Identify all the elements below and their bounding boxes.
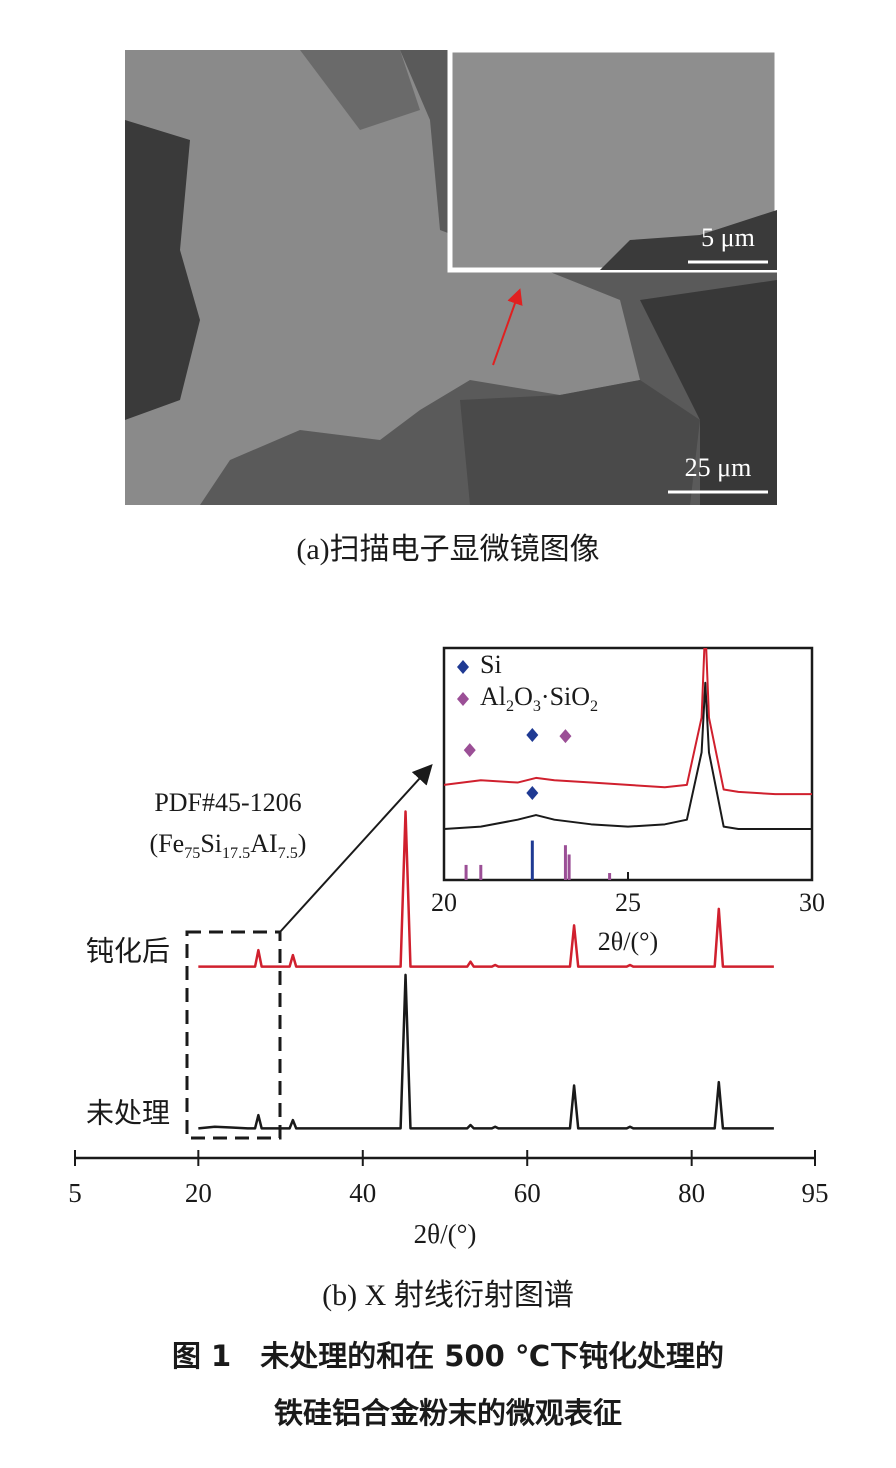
- formula: Si: [480, 650, 502, 679]
- formula: Al2O3·SiO2: [480, 682, 598, 715]
- formula-part: (Fe: [150, 829, 185, 858]
- formula: (Fe75Si17.5AI7.5): [150, 829, 307, 862]
- x-tick-label: 80: [678, 1178, 705, 1208]
- zoom-box: [185, 930, 282, 1140]
- series-label: 未处理: [86, 1096, 170, 1129]
- series-line: [444, 681, 812, 830]
- caption-b: (b) X 射线衍射图谱: [322, 1279, 574, 1312]
- formula-part: ): [298, 829, 307, 858]
- legend-marker: [457, 692, 469, 706]
- series-line: [198, 810, 774, 968]
- subscript: 2: [590, 698, 598, 715]
- formula-part: O: [514, 682, 533, 711]
- formula-part: AI: [250, 829, 277, 858]
- series-line: [198, 973, 774, 1130]
- subscript: 75: [184, 845, 200, 862]
- series-line: [444, 648, 812, 796]
- formula-part: Al: [480, 682, 506, 711]
- peak-marker: [526, 786, 539, 800]
- subscript: 17.5: [222, 845, 250, 862]
- formula-part: Si: [200, 829, 222, 858]
- zoom-arrow: [279, 764, 433, 933]
- x-tick-label: 95: [802, 1178, 829, 1208]
- x-axis-label: 2θ/(°): [414, 1219, 477, 1249]
- annotation: PDF#45-1206: [154, 788, 301, 817]
- x-axis-label: 2θ/(°): [598, 927, 658, 956]
- caption-a: (a)扫描电子显微镜图像: [296, 533, 599, 566]
- peak-marker: [526, 728, 539, 742]
- peak-marker: [559, 729, 572, 744]
- scale-bar-inset: 5 μm: [701, 223, 755, 252]
- subscript: 2: [506, 698, 514, 715]
- sem-image: [125, 47, 780, 505]
- figure-caption: 图 1 未处理的和在 500 ℃下钝化处理的: [172, 1339, 724, 1373]
- x-tick-label: 30: [799, 888, 825, 917]
- formula-part: Si: [480, 650, 502, 679]
- legend-marker: [457, 660, 469, 674]
- subscript: 3: [533, 698, 541, 715]
- formula-part: ·SiO: [541, 682, 590, 711]
- figure-caption: 铁硅铝合金粉末的微观表征: [274, 1396, 622, 1430]
- scale-bar-main: 25 μm: [685, 453, 752, 482]
- x-tick-label: 40: [349, 1178, 376, 1208]
- x-tick-label: 25: [615, 888, 641, 917]
- subscript: 7.5: [278, 845, 298, 862]
- x-tick-label: 20: [431, 888, 457, 917]
- peak-marker: [463, 743, 476, 758]
- x-tick-label: 60: [514, 1178, 541, 1208]
- inset-frame: [442, 646, 814, 882]
- x-tick-label: 5: [68, 1178, 82, 1208]
- x-tick-label: 20: [185, 1178, 212, 1208]
- series-label: 钝化后: [86, 935, 170, 968]
